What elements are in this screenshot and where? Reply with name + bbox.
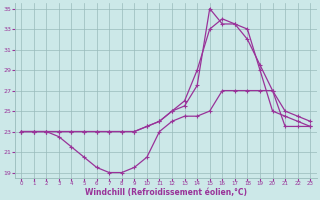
- X-axis label: Windchill (Refroidissement éolien,°C): Windchill (Refroidissement éolien,°C): [85, 188, 247, 197]
